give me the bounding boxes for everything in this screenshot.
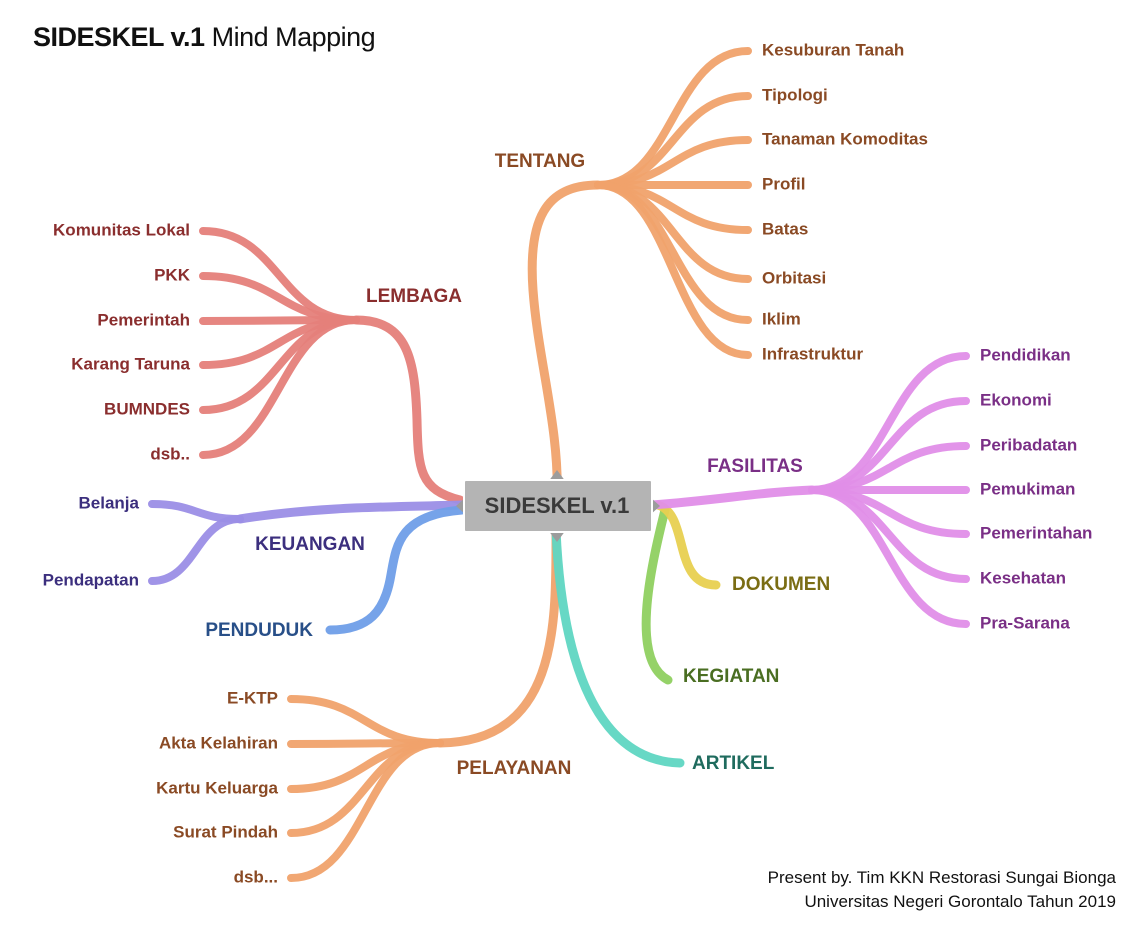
leaf-pemukiman: Pemukiman — [980, 479, 1075, 498]
branch-pelayanan-child-link — [287, 739, 444, 882]
leaf-pemerintahan: Pemerintahan — [980, 523, 1092, 542]
branch-penduduk-link — [325, 505, 467, 635]
labels-layer: Kesuburan Tanah Tipologi Tanaman Komoditas… — [43, 40, 1093, 886]
branch-keuangan-label: KEUANGAN — [255, 534, 365, 555]
leaf-infrastruktur: Infrastruktur — [762, 344, 863, 363]
branch-tentang-label: TENTANG — [495, 151, 585, 172]
leaf-peribadatan: Peribadatan — [980, 435, 1077, 454]
branch-lembaga-child-link — [199, 316, 360, 459]
leaf-iklim: Iklim — [762, 309, 801, 328]
leaf-karang-taruna: Karang Taruna — [71, 354, 190, 373]
branch-kegiatan-label: KEGIATAN — [683, 666, 779, 687]
leaf-bumndes: BUMNDES — [104, 399, 190, 418]
leaf-komunitas-lokal: Komunitas Lokal — [53, 220, 190, 239]
leaf-kesehatan: Kesehatan — [980, 568, 1066, 587]
center-node: SIDESKEL v.1 — [456, 470, 660, 542]
leaf-dsb: dsb... — [234, 867, 278, 886]
branch-lembaga-label: LEMBAGA — [366, 286, 462, 307]
credit-line-1: Present by. Tim KKN Restorasi Sungai Bio… — [767, 868, 1116, 887]
leaf-tanaman-komoditas: Tanaman Komoditas — [762, 129, 928, 148]
branch-pelayanan-child-link — [287, 695, 444, 747]
page-title: SIDESKEL v.1 Mind Mapping — [33, 22, 376, 53]
leaf-kartu-keluarga: Kartu Keluarga — [156, 778, 278, 797]
branch-artikel-link — [551, 525, 685, 768]
branch-keuangan-link — [235, 500, 467, 524]
leaf-surat-pindah: Surat Pindah — [173, 822, 278, 841]
leaf-akta-kelahiran: Akta Kelahiran — [159, 733, 278, 752]
leaf-belanja: Belanja — [79, 493, 140, 512]
leaf-dsb: dsb.. — [150, 444, 190, 463]
leaf-batas: Batas — [762, 219, 808, 238]
branch-keuangan-child-link — [148, 515, 244, 585]
leaf-pendidikan: Pendidikan — [980, 345, 1071, 364]
leaf-pemerintah: Pemerintah — [97, 310, 190, 329]
branch-fasilitas-child-link — [808, 486, 970, 628]
branch-fasilitas-link — [647, 485, 817, 510]
branch-keuangan-child-link — [148, 500, 244, 523]
branch-kegiatan-link — [641, 505, 673, 685]
leaf-kesuburan-tanah: Kesuburan Tanah — [762, 40, 904, 59]
leaf-pkk: PKK — [154, 265, 191, 284]
branch-dokumen-label: DOKUMEN — [732, 574, 830, 595]
leaf-tipologi: Tipologi — [762, 85, 828, 104]
credit-line-2: Universitas Negeri Gorontalo Tahun 2019 — [804, 892, 1116, 911]
leaf-e-ktp: E-KTP — [227, 688, 278, 707]
branch-fasilitas-label: FASILITAS — [707, 456, 803, 477]
leaf-orbitasi: Orbitasi — [762, 268, 826, 287]
leaf-pendapatan: Pendapatan — [43, 570, 139, 589]
title-rest: Mind Mapping — [211, 22, 376, 52]
center-node-label: SIDESKEL v.1 — [485, 493, 630, 518]
branch-pelayanan-label: PELAYANAN — [457, 758, 572, 779]
branch-lembaga-link — [351, 315, 465, 505]
title-bold: SIDESKEL v.1 — [33, 22, 205, 52]
leaf-pra-sarana: Pra-Sarana — [980, 613, 1070, 632]
links-layer — [148, 47, 970, 882]
center-node-face — [463, 479, 653, 533]
branch-dokumen-link — [653, 500, 721, 590]
branch-artikel-label: ARTIKEL — [692, 753, 775, 774]
leaf-ekonomi: Ekonomi — [980, 390, 1052, 409]
branch-pelayanan-link — [435, 525, 561, 748]
branch-tentang-child-link — [594, 181, 752, 359]
branch-penduduk-label: PENDUDUK — [205, 620, 313, 641]
branch-tentang-link — [527, 180, 603, 505]
leaf-profil: Profil — [762, 174, 805, 193]
